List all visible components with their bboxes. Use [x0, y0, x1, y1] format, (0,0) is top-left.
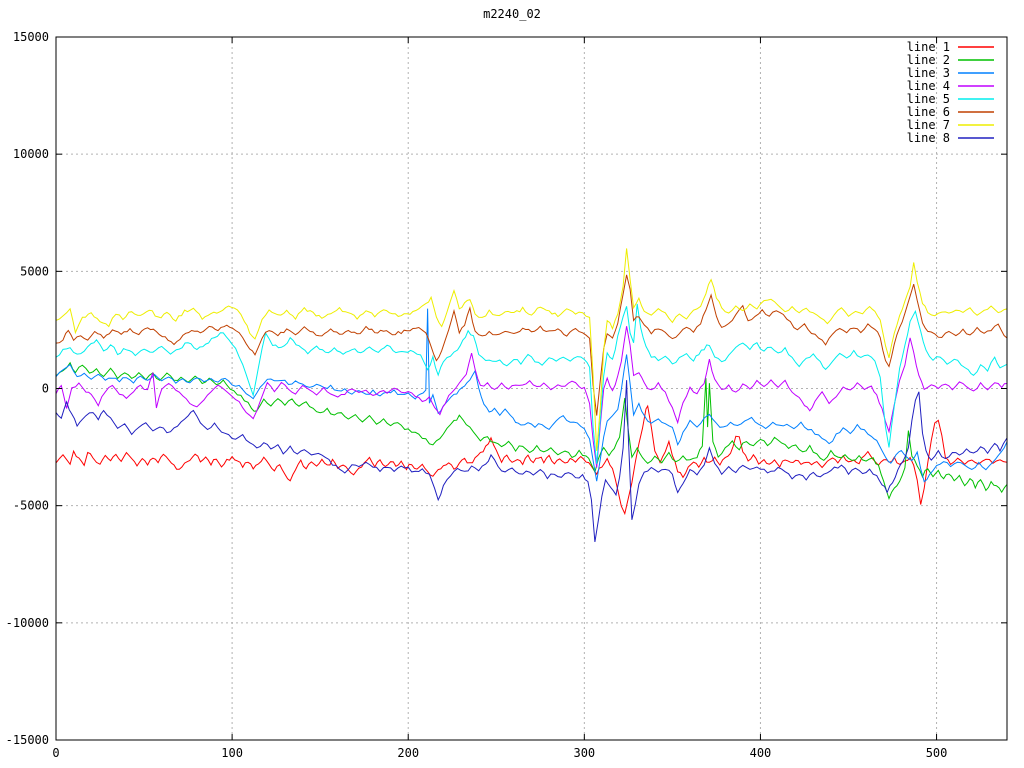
series-line-6 [56, 274, 1007, 416]
chart-title: m2240_02 [483, 7, 541, 21]
legend-label: line 7 [907, 118, 950, 132]
y-tick-label: 0 [42, 382, 49, 396]
legend-label: line 4 [907, 79, 950, 93]
y-tick-label: 15000 [13, 30, 49, 44]
x-tick-label: 500 [926, 746, 948, 760]
legend-label: line 5 [907, 92, 950, 106]
x-tick-label: 200 [397, 746, 419, 760]
x-tick-label: 0 [52, 746, 59, 760]
series-line-4 [56, 326, 1007, 468]
legend-label: line 6 [907, 105, 950, 119]
x-tick-label: 100 [221, 746, 243, 760]
y-tick-label: 10000 [13, 147, 49, 161]
series-line-7 [56, 248, 1007, 451]
y-tick-label: 5000 [20, 264, 49, 278]
legend-label: line 2 [907, 53, 950, 67]
series-line-5 [56, 303, 1007, 465]
x-tick-label: 400 [750, 746, 772, 760]
series-line-2 [56, 361, 1007, 501]
series-line-8 [56, 380, 1007, 542]
y-tick-label: -15000 [6, 733, 49, 747]
y-tick-label: -5000 [13, 499, 49, 513]
series-line-3 [56, 308, 1007, 483]
series-line-1 [56, 404, 1007, 516]
legend-label: line 8 [907, 131, 950, 145]
legend-label: line 1 [907, 40, 950, 54]
y-tick-label: -10000 [6, 616, 49, 630]
x-tick-label: 300 [573, 746, 595, 760]
legend-label: line 3 [907, 66, 950, 80]
